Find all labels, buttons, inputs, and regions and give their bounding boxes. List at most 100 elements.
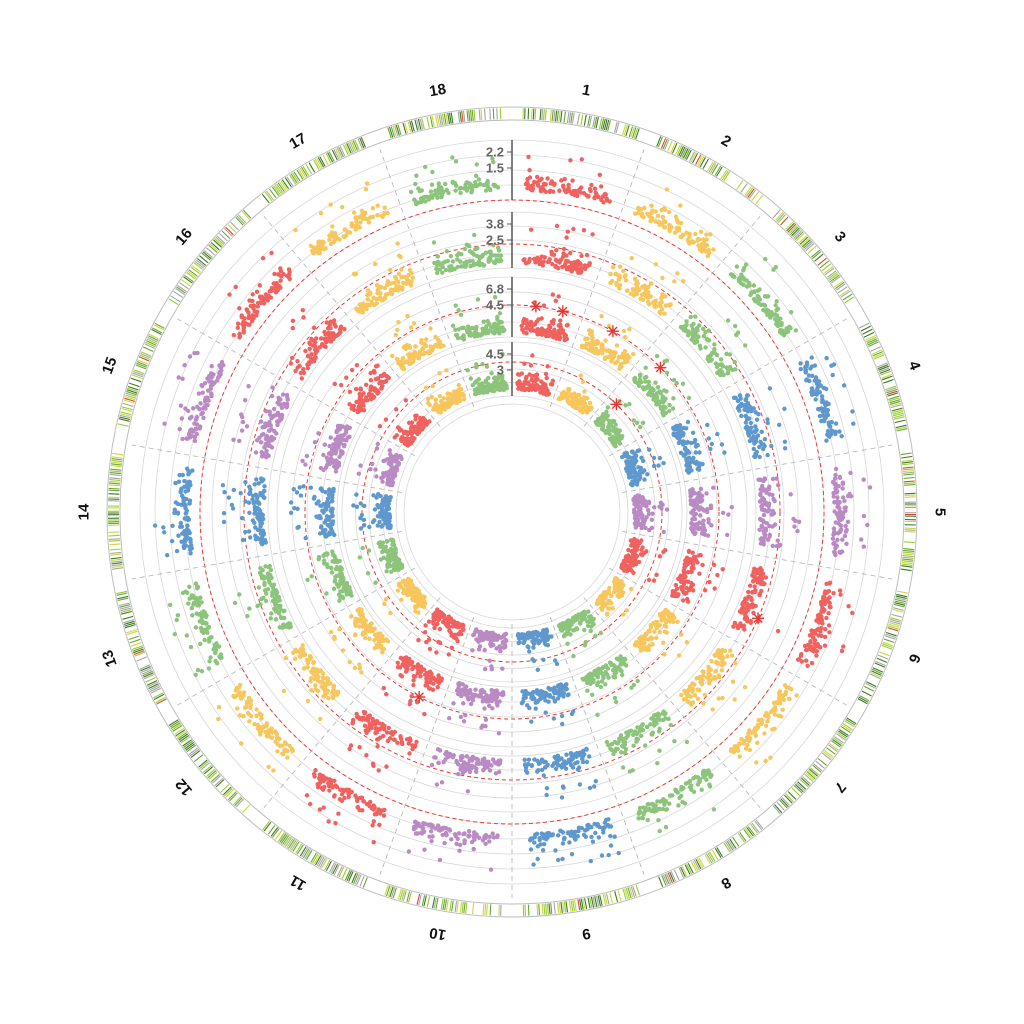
ideogram-band [799,778,809,788]
snp-point [838,592,843,597]
snp-point [742,627,747,632]
snp-point [427,834,432,839]
snp-point [274,732,279,737]
snp-point [695,696,701,701]
snp-point [473,173,479,178]
snp-point [832,509,837,514]
snp-point [451,701,456,706]
ideogram-band [109,480,121,483]
snp-point [705,338,711,343]
snp-point [627,729,632,734]
ideogram-band [146,338,158,345]
chromosome-boundary [608,567,847,706]
snp-point [645,724,650,730]
ideogram-band [186,272,196,280]
snp-point [782,446,788,451]
snp-point [561,183,566,188]
ideogram-band [903,548,915,551]
snp-point [323,688,328,693]
ideogram-band [877,362,888,368]
ideogram-band [402,122,407,134]
snp-point [521,257,526,263]
snp-point [496,248,502,253]
ideogram-band [901,455,913,459]
snp-point [743,596,748,601]
ideogram-band [543,903,546,915]
ideogram-band [119,414,131,419]
snp-point [246,711,251,716]
snp-point [712,342,717,347]
snp-point [318,211,324,216]
ideogram-band [902,468,914,471]
snp-point [824,438,829,443]
snp-point [706,354,711,359]
snp-point [751,434,756,439]
snp-point [770,492,775,498]
snp-point [177,426,182,432]
snp-point [578,190,583,195]
snp-point [587,347,592,353]
snp-point [725,654,730,659]
snp-point [741,601,747,606]
snp-point [686,395,692,401]
ideogram-chr-11 [262,820,368,888]
ideogram-band [882,643,893,649]
snp-point [662,712,667,717]
snp-point [766,714,771,720]
snp-point [776,483,781,488]
snp-point [537,697,543,702]
snp-point [195,350,200,356]
snp-point [394,276,399,281]
ideogram-band [892,412,904,417]
snp-point [568,265,574,270]
snp-point [587,754,592,759]
ideogram-band [212,775,221,784]
snp-point [307,346,312,351]
ideogram-band [682,148,689,159]
ideogram-band [699,157,706,168]
snp-point [273,617,279,622]
chromosome-boundary [549,617,645,875]
ideogram-band [869,673,881,680]
ideogram-band [444,899,448,911]
ideogram-band [145,341,156,348]
snp-point [491,260,497,265]
snp-point [265,571,271,576]
ideogram-band [780,216,789,226]
ideogram-band [732,836,740,847]
snp-point [839,527,844,532]
snp-point [353,215,358,220]
ideogram-band [117,423,129,427]
snp-point [523,688,528,694]
ideogram-band [798,235,808,244]
ideogram-chr-6 [857,590,908,705]
ideogram-band [330,863,337,874]
ideogram-band [824,267,835,276]
ideogram-band [572,900,576,912]
ideogram-band [894,602,906,606]
snp-point [742,685,748,690]
ideogram-band [903,482,915,485]
ideogram-band [140,352,151,359]
snp-point [819,394,825,399]
snp-point [364,181,370,186]
ideogram-band [130,641,142,647]
ideogram-band [603,119,608,131]
ideogram-band [810,767,820,776]
snp-point [180,472,185,478]
snp-point [318,716,323,722]
snp-point [766,312,771,318]
ideogram-band [354,873,360,885]
snp-point [539,176,544,181]
snp-point [369,806,374,811]
ideogram-band [754,820,763,831]
snp-point [460,763,465,768]
snp-point [274,431,279,436]
snp-point [456,831,462,836]
snp-point [375,203,380,208]
snp-point [716,673,722,678]
snp-point [772,726,777,731]
ideogram-band [111,562,123,565]
snp-point [622,349,628,354]
snp-point [564,266,569,272]
